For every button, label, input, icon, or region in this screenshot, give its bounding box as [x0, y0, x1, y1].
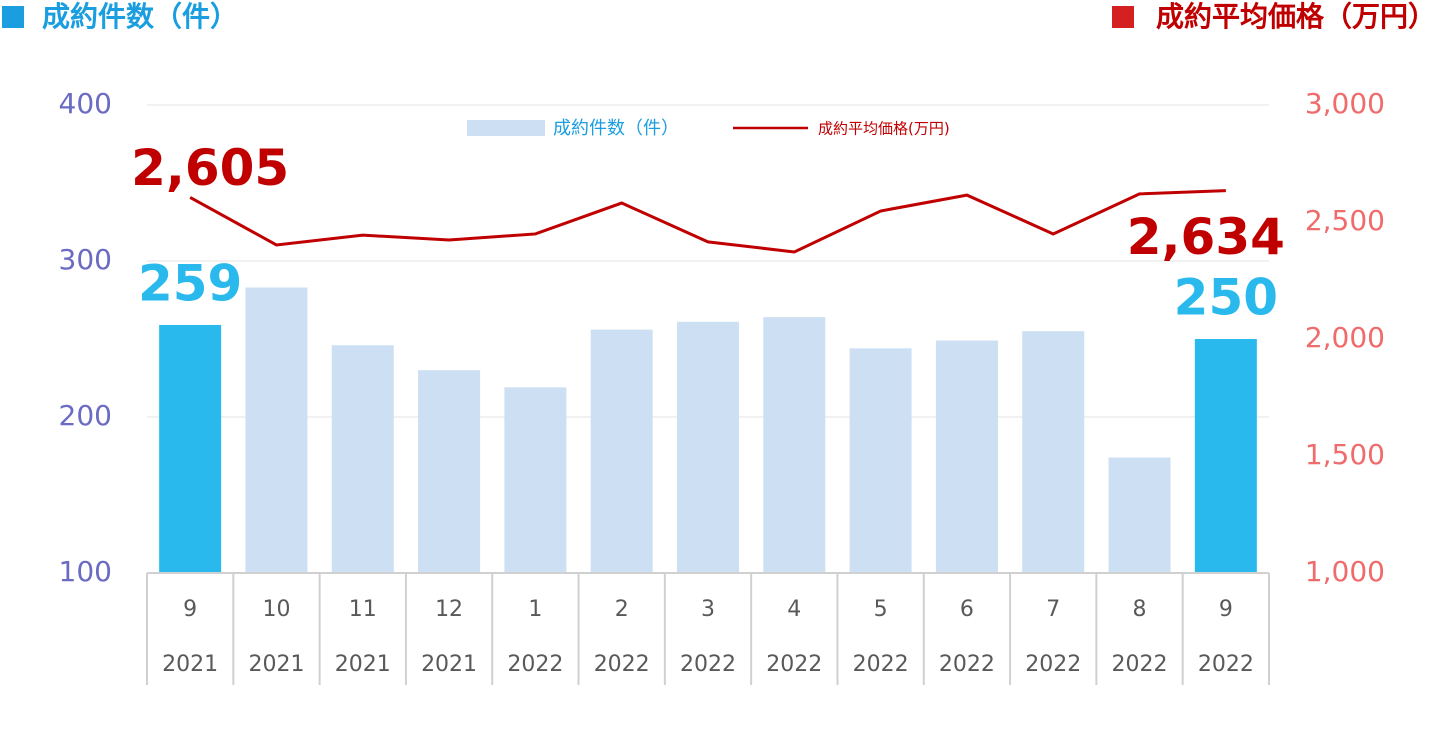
x-tick-label: 4 — [787, 597, 801, 622]
x-tick-label: 2 — [615, 597, 629, 622]
x-tick-label: 5 — [874, 597, 888, 622]
x-tick-year: 2022 — [853, 652, 909, 677]
y2-tick-label: 1,000 — [1305, 555, 1385, 588]
x-tick-label: 10 — [262, 597, 290, 622]
bar — [418, 370, 481, 573]
bar — [245, 287, 308, 573]
x-tick-year: 2022 — [1025, 652, 1081, 677]
bar — [504, 387, 567, 573]
x-tick-year: 2022 — [939, 652, 995, 677]
x-tick-year: 2021 — [162, 652, 218, 677]
line-value-label: 2,634 — [1127, 208, 1285, 266]
line — [189, 189, 1226, 254]
y2-tick-label: 3,000 — [1305, 87, 1385, 120]
header-left: 成約件数（件） — [42, 0, 238, 33]
x-tick-label: 8 — [1133, 597, 1147, 622]
legend-label: 成約平均価格(万円) — [818, 120, 950, 138]
bar — [1022, 331, 1085, 573]
x-tick-label: 6 — [960, 597, 974, 622]
y2-tick-label: 2,000 — [1305, 321, 1385, 354]
x-tick-label: 7 — [1046, 597, 1060, 622]
x-tick-year: 2022 — [766, 652, 822, 677]
bar — [331, 345, 394, 573]
x-tick-year: 2021 — [335, 652, 391, 677]
bar — [1108, 457, 1171, 573]
y-tick-label: 100 — [59, 555, 112, 588]
bar — [1194, 339, 1257, 573]
header-icon — [2, 6, 24, 28]
x-tick-label: 1 — [528, 597, 542, 622]
x-tick-year: 2022 — [680, 652, 736, 677]
x-tick-year: 2022 — [594, 652, 650, 677]
x-tick-year: 2022 — [507, 652, 563, 677]
x-tick-label: 9 — [1219, 597, 1233, 622]
header-right: 成約平均価格（万円） — [1156, 0, 1436, 33]
header-icon — [1112, 6, 1134, 28]
legend-swatch — [467, 120, 545, 136]
bar — [849, 348, 912, 573]
line-value-label: 2,605 — [131, 139, 289, 197]
bar — [763, 317, 826, 573]
bar — [590, 329, 653, 573]
bar-value-label: 250 — [1174, 269, 1278, 327]
x-tick-year: 2021 — [421, 652, 477, 677]
bar-value-label: 259 — [138, 254, 242, 312]
legend-label: 成約件数（件） — [553, 118, 679, 139]
bar — [935, 340, 998, 573]
y-tick-label: 400 — [59, 87, 112, 120]
x-tick-label: 12 — [435, 597, 463, 622]
y-tick-label: 200 — [59, 399, 112, 432]
x-tick-year: 2022 — [1112, 652, 1168, 677]
bar — [159, 324, 222, 573]
bar — [677, 321, 739, 573]
y-tick-label: 300 — [59, 243, 112, 276]
x-tick-label: 11 — [349, 597, 377, 622]
x-tick-year: 2021 — [248, 652, 304, 677]
x-tick-label: 9 — [183, 597, 197, 622]
x-tick-year: 2022 — [1198, 652, 1254, 677]
x-tick-label: 3 — [701, 597, 715, 622]
y2-tick-label: 1,500 — [1305, 438, 1385, 471]
y2-tick-label: 2,500 — [1305, 204, 1385, 237]
